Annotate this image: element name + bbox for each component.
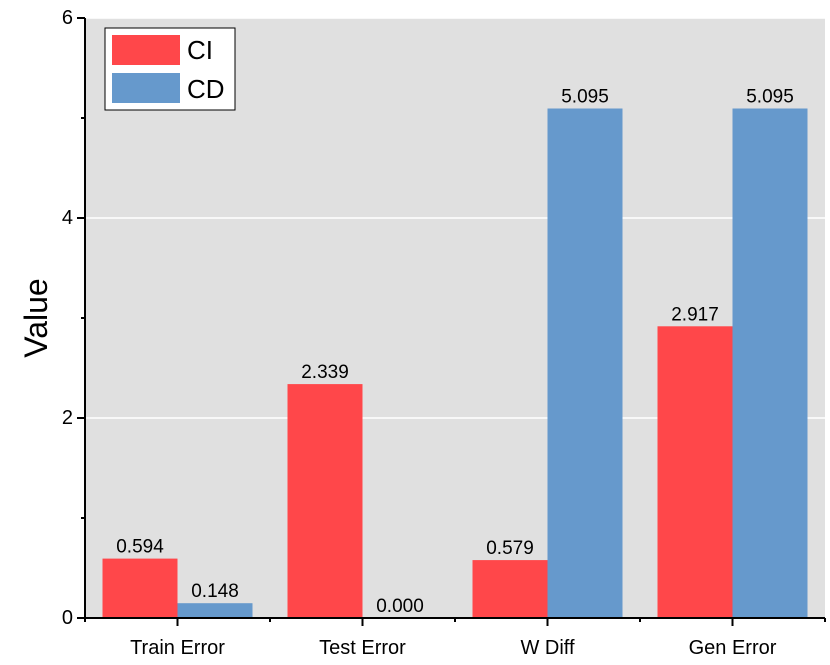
- data-label: 0.000: [376, 596, 424, 617]
- bars: [102, 108, 808, 618]
- data-label: 5.095: [746, 87, 794, 108]
- y-tick-label: 2: [62, 407, 73, 429]
- legend-swatch-ci: [112, 35, 180, 65]
- bar-cd-w-diff: [547, 108, 623, 618]
- y-ticks: 0 2 4 6: [62, 7, 85, 629]
- bar-ci-test-error: [287, 384, 363, 618]
- legend-label-cd: CD: [187, 74, 225, 104]
- x-tick-label: Gen Error: [689, 637, 777, 659]
- legend-label-ci: CI: [187, 35, 213, 65]
- x-tick-label: Test Error: [319, 637, 406, 659]
- data-label: 0.148: [191, 581, 239, 602]
- y-tick-label: 4: [62, 207, 73, 229]
- bar-cd-train-error: [177, 603, 253, 618]
- bar-ci-w-diff: [472, 560, 548, 618]
- y-tick-label: 6: [62, 7, 73, 29]
- bar-ci-gen-error: [657, 326, 733, 618]
- data-label: 2.917: [671, 304, 719, 325]
- x-tick-label: W Diff: [520, 637, 575, 659]
- legend-swatch-cd: [112, 73, 180, 103]
- bar-cd-gen-error: [732, 108, 808, 618]
- data-label: 0.579: [486, 538, 534, 559]
- data-label: 0.594: [116, 537, 164, 558]
- bar-ci-train-error: [102, 558, 178, 618]
- y-axis-label: Value: [18, 278, 54, 357]
- x-ticks: Train Error Test Error W Diff Gen Error: [84, 618, 826, 659]
- x-tick-label: Train Error: [130, 637, 225, 659]
- y-tick-label: 0: [62, 607, 73, 629]
- data-label: 2.339: [301, 362, 349, 383]
- data-label: 5.095: [561, 87, 609, 108]
- bar-labels: 0.594 0.148 2.339 0.000 0.579 5.095 2.917 5.095: [116, 87, 794, 618]
- legend: CI CD: [104, 27, 236, 111]
